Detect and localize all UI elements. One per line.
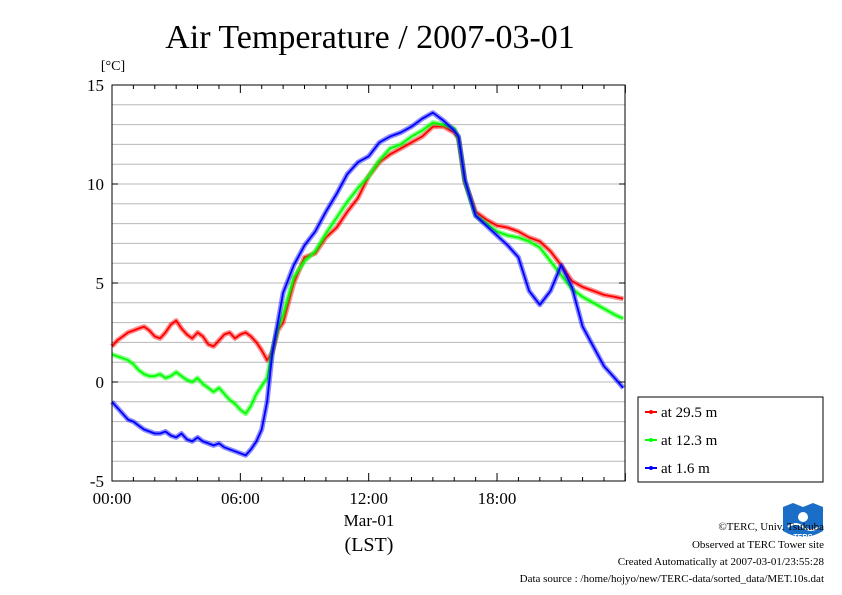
terc-logo-text: TERC bbox=[793, 534, 812, 541]
x-tick-label: 12:00 bbox=[349, 489, 388, 508]
grid-lines bbox=[112, 104, 625, 462]
y-ticks: -5 0 5 10 15 bbox=[87, 76, 625, 491]
legend-label: at 29.5 m bbox=[661, 405, 718, 421]
y-tick-label: 0 bbox=[96, 373, 105, 392]
plot-area: -5 0 5 10 15 00:00 06:00 12:00 18:00 bbox=[87, 76, 626, 508]
y-tick-label: 5 bbox=[96, 274, 105, 293]
chart-title: Air Temperature / 2007-03-01 bbox=[165, 19, 575, 56]
legend-label: at 12.3 m bbox=[661, 433, 718, 449]
legend-marker bbox=[649, 410, 653, 414]
terc-logo-drop bbox=[798, 512, 808, 522]
series-line-2 bbox=[111, 121, 624, 415]
footer-copyright: ©TERC, Univ. Tsukuba bbox=[718, 521, 824, 533]
legend-box bbox=[637, 396, 824, 483]
x-ticks: 00:00 06:00 12:00 18:00 bbox=[93, 85, 626, 508]
series-line-1 bbox=[111, 125, 624, 362]
y-tick-label: 10 bbox=[87, 175, 104, 194]
x-axis-label: (LST) bbox=[345, 534, 394, 556]
x-date-label: Mar-01 bbox=[344, 511, 395, 530]
terc-logo-wave bbox=[787, 523, 820, 531]
legend-marker bbox=[649, 438, 653, 442]
y-tick-label: -5 bbox=[90, 472, 104, 491]
x-tick-label: 00:00 bbox=[93, 489, 132, 508]
x-tick-label: 06:00 bbox=[221, 489, 260, 508]
legend-label: at 1.6 m bbox=[661, 461, 710, 477]
footer-observed: Observed at TERC Tower site bbox=[691, 539, 824, 551]
legend-marker bbox=[649, 466, 653, 470]
y-axis-label: [°C] bbox=[101, 59, 125, 74]
series-layer bbox=[110, 110, 626, 458]
legend-items: at 29.5 m at 12.3 m at 1.6 m bbox=[645, 405, 718, 477]
x-tick-label: 18:00 bbox=[478, 489, 517, 508]
footer-source: Data source : /home/hojyo/new/TERC-data/… bbox=[519, 573, 824, 585]
series-line-3 bbox=[111, 111, 624, 457]
terc-logo: TERC bbox=[783, 503, 823, 541]
y-tick-label: 15 bbox=[87, 76, 104, 95]
legend: at 29.5 m at 12.3 m at 1.6 m bbox=[637, 396, 824, 483]
footer-created: Created Automatically at 2007-03-01/23:5… bbox=[617, 556, 824, 568]
